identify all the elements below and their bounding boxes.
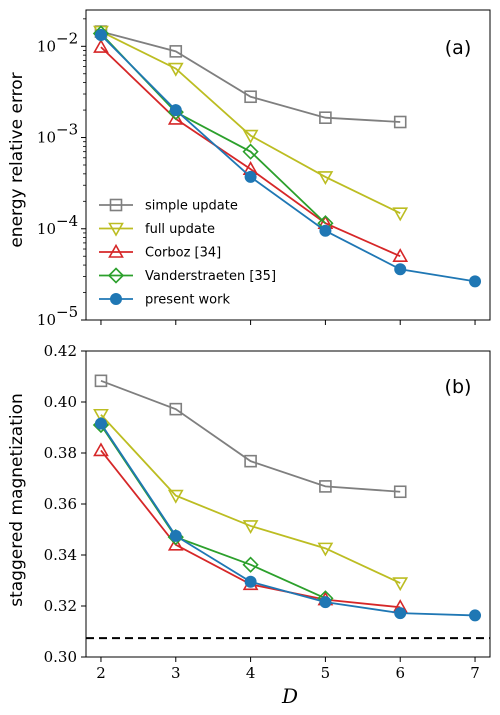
data-point xyxy=(93,38,109,53)
data-point xyxy=(167,536,184,551)
data-point xyxy=(93,442,109,457)
legend-label: Corboz [34] xyxy=(145,246,221,261)
data-point xyxy=(393,115,407,129)
x-tick-label: 5 xyxy=(321,664,331,682)
legend-marker xyxy=(107,267,125,284)
data-point xyxy=(167,489,184,504)
y-tick-label: 10 xyxy=(37,311,56,329)
y-tick-label: 10 xyxy=(37,37,56,55)
legend-label: full update xyxy=(145,222,215,237)
series-line xyxy=(100,423,476,617)
panel-b-staggered-magnetization: staggered magnetization (b) D 2 3 4 5 6 7 0.30… xyxy=(7,342,491,708)
panel-1-axes: 2 3 4 5 6 7 0.30 0.32 0.34 0.36 0.38 0.40 0.42 xyxy=(44,342,491,682)
panel-b-ylabel: staggered magnetization xyxy=(7,393,27,607)
data-point xyxy=(167,110,184,125)
series-line xyxy=(100,34,476,283)
data-point xyxy=(319,596,332,609)
data-point xyxy=(169,45,183,58)
legend-item-corboz-34: Corboz [34] xyxy=(99,243,221,261)
data-point xyxy=(469,609,482,622)
x-tick-label: 3 xyxy=(171,664,181,682)
data-point xyxy=(244,170,257,183)
legend-label: Vanderstraeten [35] xyxy=(145,269,276,284)
legend-label: present work xyxy=(145,293,230,308)
data-point xyxy=(319,480,332,493)
series-line xyxy=(100,32,327,224)
legend-marker xyxy=(108,222,124,237)
y-tick-label: 0.30 xyxy=(44,648,77,666)
legend-item-full-update: full update xyxy=(99,222,215,237)
data-point xyxy=(394,263,407,276)
data-point xyxy=(242,556,259,573)
data-point xyxy=(242,520,259,535)
y-tick-label: 10 xyxy=(37,129,56,147)
panel-b-label: (b) xyxy=(445,376,472,398)
y-tick-label: 10 xyxy=(37,220,56,238)
legend-label: simple update xyxy=(145,199,238,214)
legend-item-present-work: present work xyxy=(99,293,230,308)
legend-marker xyxy=(109,198,123,212)
data-point xyxy=(317,542,334,557)
legend: simple update full update Corboz [34] Vande… xyxy=(99,199,276,308)
panel-a-label: (a) xyxy=(445,37,471,59)
data-point xyxy=(393,485,407,499)
legend-marker xyxy=(108,243,124,258)
data-point xyxy=(244,90,257,104)
series-simple-update xyxy=(94,374,407,499)
panel-0-axes: 10−210−310−410−5 xyxy=(37,9,491,329)
data-point xyxy=(94,29,107,42)
data-point xyxy=(242,129,259,144)
data-point xyxy=(169,529,182,542)
data-point xyxy=(392,248,409,263)
plot-frame xyxy=(85,350,491,658)
panel-a-energy-error: energy relative error (a) 10−210−310−410… xyxy=(7,9,491,329)
x-tick-label: 4 xyxy=(246,664,256,682)
data-point xyxy=(169,402,183,416)
data-point xyxy=(242,143,259,160)
series-line xyxy=(100,30,401,215)
legend-item-vanderstraeten-35: Vanderstraeten [35] xyxy=(99,267,276,284)
y-tick-exponent: −2 xyxy=(56,29,78,47)
y-tick-label: 0.36 xyxy=(44,495,77,513)
data-point xyxy=(317,171,334,186)
series-full-update xyxy=(93,408,409,592)
series-present-work xyxy=(94,417,482,622)
y-tick-label: 0.32 xyxy=(44,597,77,615)
panel-a-ylabel: energy relative error xyxy=(7,72,27,247)
x-tick-label: 6 xyxy=(395,664,405,682)
y-tick-exponent: −4 xyxy=(56,212,78,230)
data-point xyxy=(469,275,482,288)
series-line xyxy=(100,379,401,493)
data-point xyxy=(244,575,257,588)
series-present-work xyxy=(94,29,482,288)
y-tick-exponent: −5 xyxy=(56,303,78,321)
data-point xyxy=(392,207,409,222)
legend-marker xyxy=(110,293,122,305)
data-point xyxy=(169,104,182,117)
data-point xyxy=(94,417,107,430)
series-line xyxy=(100,414,401,584)
y-tick-label: 0.34 xyxy=(44,546,77,564)
series-line xyxy=(100,30,401,123)
data-point xyxy=(319,224,332,237)
data-point xyxy=(392,577,409,592)
y-tick-label: 0.42 xyxy=(44,342,77,360)
x-tick-label: 2 xyxy=(96,664,106,682)
data-point xyxy=(93,408,109,423)
series-full-update xyxy=(93,25,409,222)
series-line xyxy=(100,46,401,258)
data-point xyxy=(167,62,184,77)
legend-item-simple-update: simple update xyxy=(99,199,238,214)
data-point xyxy=(319,111,332,124)
data-point xyxy=(394,607,407,620)
x-axis-label: D xyxy=(281,684,298,708)
data-point xyxy=(94,374,108,388)
x-tick-label: 7 xyxy=(470,664,480,682)
series-simple-update xyxy=(94,25,407,129)
y-tick-exponent: −3 xyxy=(56,121,78,139)
data-point xyxy=(244,454,257,468)
y-tick-label: 0.40 xyxy=(44,393,77,411)
y-tick-label: 0.38 xyxy=(44,444,77,462)
